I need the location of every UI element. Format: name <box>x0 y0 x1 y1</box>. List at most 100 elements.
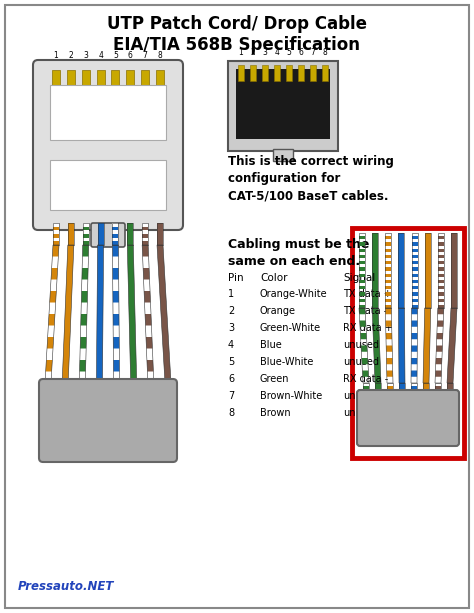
Bar <box>438 273 444 276</box>
Polygon shape <box>143 268 150 280</box>
Bar <box>142 234 148 238</box>
Bar <box>53 223 59 245</box>
Bar <box>68 223 74 245</box>
Bar <box>142 223 148 245</box>
Bar <box>423 383 429 428</box>
Polygon shape <box>438 308 444 314</box>
Bar <box>128 223 133 245</box>
Bar <box>435 383 441 428</box>
Text: unused: unused <box>343 408 379 418</box>
Bar <box>273 149 293 161</box>
Bar <box>411 425 417 428</box>
Bar <box>83 234 89 238</box>
Text: 3: 3 <box>228 323 234 333</box>
Polygon shape <box>50 291 56 302</box>
Bar <box>387 383 393 428</box>
Text: 5: 5 <box>287 48 292 57</box>
Polygon shape <box>411 346 417 352</box>
Text: 5: 5 <box>113 51 118 60</box>
Text: Blue: Blue <box>260 340 282 350</box>
Text: Brown: Brown <box>260 408 291 418</box>
Polygon shape <box>113 314 119 326</box>
Polygon shape <box>386 346 392 352</box>
Bar <box>111 70 119 100</box>
Bar <box>451 233 457 308</box>
Bar <box>62 382 68 383</box>
Polygon shape <box>81 291 88 302</box>
Text: TX data +: TX data + <box>343 289 392 299</box>
Text: 8: 8 <box>323 48 328 57</box>
Bar <box>98 223 104 245</box>
Bar <box>385 267 391 270</box>
Text: unused: unused <box>343 357 379 367</box>
Text: Brown-White: Brown-White <box>260 391 322 401</box>
Text: Green-White: Green-White <box>260 323 321 333</box>
Bar <box>363 383 369 428</box>
Bar <box>438 286 444 289</box>
Bar <box>359 242 365 245</box>
Bar <box>62 382 68 383</box>
Bar <box>359 261 365 264</box>
Polygon shape <box>51 268 58 280</box>
Polygon shape <box>81 314 87 326</box>
Bar <box>411 386 417 389</box>
Bar <box>387 399 393 402</box>
Bar <box>411 273 418 276</box>
Polygon shape <box>411 358 417 364</box>
Polygon shape <box>62 245 74 383</box>
Bar <box>363 412 369 415</box>
Bar <box>387 386 393 389</box>
Text: 4: 4 <box>98 51 103 60</box>
Bar <box>375 383 381 428</box>
Bar <box>359 280 365 283</box>
Polygon shape <box>142 245 154 383</box>
Text: Color: Color <box>260 273 288 283</box>
Bar <box>438 267 444 270</box>
Bar <box>131 382 137 383</box>
Polygon shape <box>386 333 392 339</box>
Polygon shape <box>112 245 118 256</box>
Polygon shape <box>411 308 418 314</box>
Bar <box>411 286 418 289</box>
Polygon shape <box>82 245 89 256</box>
Bar <box>447 383 453 428</box>
Bar <box>363 383 369 428</box>
Bar <box>363 386 369 389</box>
Bar <box>435 425 441 428</box>
Text: UTP Patch Cord/ Drop Cable
EIA/TIA 568B Specification: UTP Patch Cord/ Drop Cable EIA/TIA 568B … <box>107 15 367 54</box>
Text: Green: Green <box>260 374 290 384</box>
Text: 8: 8 <box>228 408 234 418</box>
Bar <box>53 227 59 230</box>
Bar <box>322 65 328 81</box>
Text: 1: 1 <box>54 51 58 60</box>
FancyBboxPatch shape <box>39 379 177 462</box>
Text: 2: 2 <box>251 48 255 57</box>
Bar <box>435 399 441 402</box>
Bar <box>96 382 102 383</box>
Bar <box>112 223 118 245</box>
Bar <box>79 382 85 383</box>
Bar <box>399 383 405 428</box>
Polygon shape <box>411 370 417 377</box>
Bar <box>310 65 316 81</box>
Bar <box>114 382 119 383</box>
Bar <box>50 85 166 140</box>
Bar <box>387 412 393 415</box>
Bar <box>411 393 417 396</box>
Bar <box>359 233 365 308</box>
Polygon shape <box>385 321 392 327</box>
Bar <box>451 233 457 308</box>
Bar <box>359 236 365 239</box>
Bar <box>262 65 268 81</box>
Bar <box>53 242 59 245</box>
Bar <box>387 383 393 428</box>
Polygon shape <box>113 360 119 371</box>
FancyBboxPatch shape <box>357 390 459 446</box>
Polygon shape <box>359 308 369 383</box>
Bar <box>411 280 418 283</box>
Bar <box>157 223 163 245</box>
Bar <box>82 70 90 100</box>
Polygon shape <box>79 245 89 383</box>
Polygon shape <box>361 346 367 352</box>
Polygon shape <box>47 337 54 349</box>
